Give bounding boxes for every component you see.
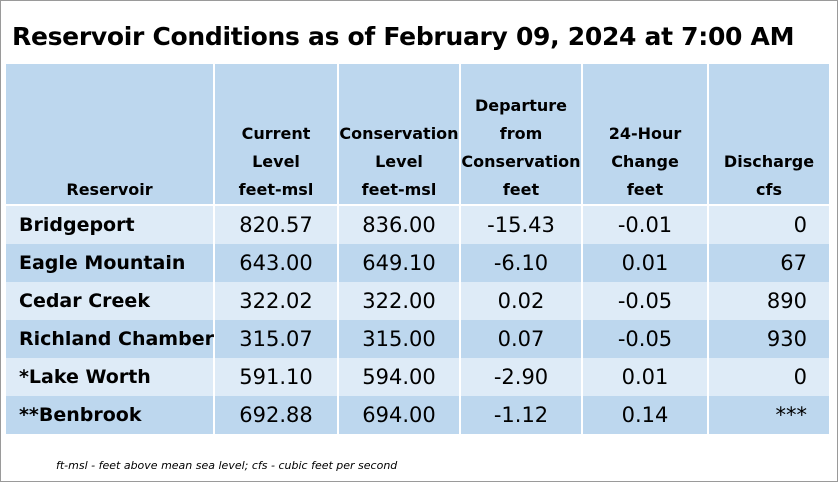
cell-discharge: 890: [709, 282, 829, 320]
header-departure-line: Departure: [474, 96, 568, 115]
page-title: Reservoir Conditions as of February 09, …: [12, 22, 795, 51]
header-conservation-line: Conservation: [339, 124, 459, 143]
header-change: 24-Hour Change feet: [583, 64, 707, 204]
cell-current: 322.02: [215, 282, 337, 320]
cell-conservation: 322.00: [339, 282, 459, 320]
cell-discharge: 0: [709, 358, 829, 396]
header-departure-line: feet: [502, 180, 540, 199]
header-discharge-line: cfs: [756, 180, 782, 199]
cell-conservation: 315.00: [339, 320, 459, 358]
header-current-line: Level: [252, 152, 300, 171]
cell-change: -0.05: [583, 320, 707, 358]
cell-departure: 0.02: [461, 282, 581, 320]
footnote: ft-msl - feet above mean sea level; cfs …: [56, 459, 398, 472]
cell-discharge: 0: [709, 206, 829, 244]
cell-current: 643.00: [215, 244, 337, 282]
header-conservation: Conservation Level feet-msl: [339, 64, 459, 204]
cell-departure: -1.12: [461, 396, 581, 434]
header-change-line: feet: [626, 180, 664, 199]
header-current: Current Level feet-msl: [215, 64, 337, 204]
header-departure-line: from: [499, 124, 543, 143]
header-change-line: 24-Hour: [608, 124, 682, 143]
header-reservoir: Reservoir: [6, 64, 213, 204]
cell-change: -0.05: [583, 282, 707, 320]
reservoir-name-cell: *Lake Worth: [6, 358, 213, 396]
cell-departure: -6.10: [461, 244, 581, 282]
header-conservation-line: feet-msl: [361, 180, 437, 199]
header-discharge: Discharge cfs: [709, 64, 829, 204]
cell-discharge: 67: [709, 244, 829, 282]
header-current-line: feet-msl: [238, 180, 314, 199]
reservoir-name-cell: Richland Chambers: [6, 320, 225, 358]
header-departure: Departure from Conservation feet: [461, 64, 581, 204]
reservoir-name-cell: Eagle Mountain: [6, 244, 213, 282]
header-current-line: Current: [241, 124, 311, 143]
header-discharge-line: Discharge: [723, 152, 815, 171]
cell-discharge: 930: [709, 320, 829, 358]
cell-change: -0.01: [583, 206, 707, 244]
cell-change: 0.01: [583, 244, 707, 282]
reservoir-name-cell: Bridgeport: [6, 206, 213, 244]
reservoir-name-cell: **Benbrook: [6, 396, 213, 434]
cell-conservation: 594.00: [339, 358, 459, 396]
header-reservoir-line: Reservoir: [66, 180, 153, 199]
reservoir-name-cell: Cedar Creek: [6, 282, 213, 320]
header-departure-line: Conservation: [461, 152, 581, 171]
cell-current: 692.88: [215, 396, 337, 434]
cell-change: 0.01: [583, 358, 707, 396]
cell-departure: -2.90: [461, 358, 581, 396]
cell-current: 820.57: [215, 206, 337, 244]
cell-departure: -15.43: [461, 206, 581, 244]
cell-conservation: 836.00: [339, 206, 459, 244]
cell-current: 591.10: [215, 358, 337, 396]
cell-conservation: 694.00: [339, 396, 459, 434]
cell-discharge: ***: [709, 396, 829, 434]
reservoir-table: Reservoir Current Level feet-msl Conservatio…: [6, 64, 829, 436]
header-change-line: Change: [611, 152, 679, 171]
cell-conservation: 649.10: [339, 244, 459, 282]
cell-departure: 0.07: [461, 320, 581, 358]
cell-change: 0.14: [583, 396, 707, 434]
header-conservation-line: Level: [375, 152, 423, 171]
cell-current: 315.07: [215, 320, 337, 358]
